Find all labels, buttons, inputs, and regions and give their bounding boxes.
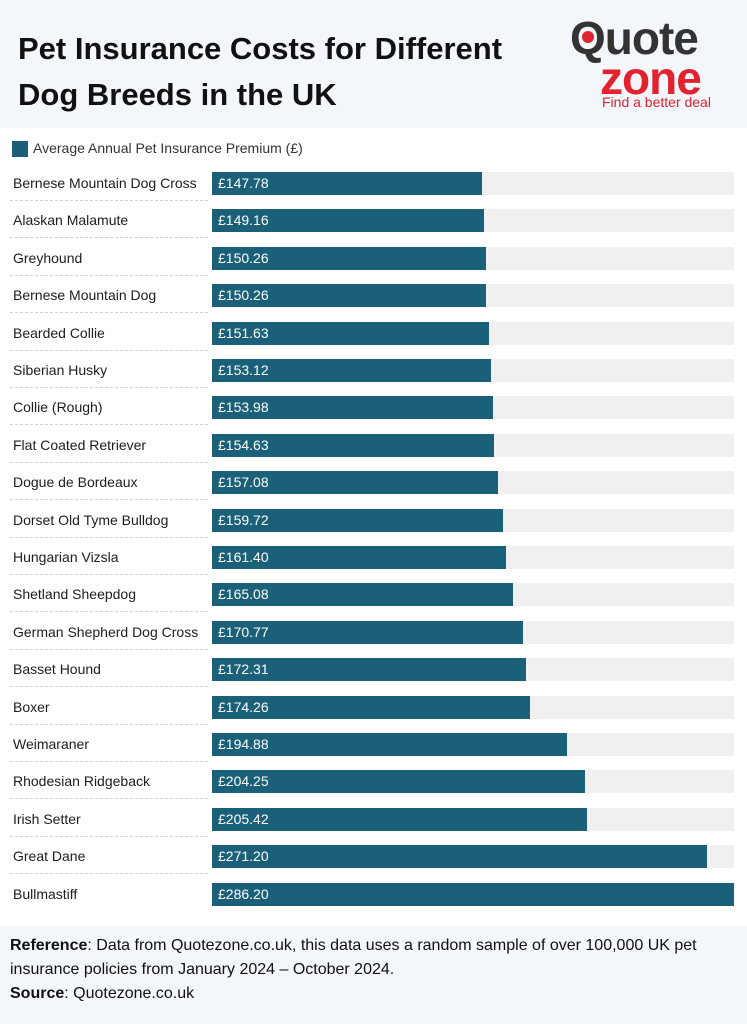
bar [212, 172, 482, 195]
bar-value-label: £205.42 [218, 811, 269, 827]
logo-tagline: Find a better deal [602, 94, 711, 110]
row-separator [10, 312, 208, 314]
source-label: Source [10, 985, 65, 1002]
bar-value-label: £154.63 [218, 437, 269, 453]
bar [212, 322, 489, 345]
row-separator [10, 275, 208, 277]
quotezone-logo[interactable]: Quote zone Find a better deal [570, 12, 730, 116]
category-label: Bernese Mountain Dog [13, 287, 157, 303]
legend-swatch [12, 141, 28, 157]
legend-label: Average Annual Pet Insurance Premium (£) [33, 140, 303, 156]
bar-value-label: £150.26 [218, 287, 269, 303]
row-separator [10, 499, 208, 501]
bar-value-label: £286.20 [218, 886, 269, 902]
bar [212, 808, 587, 831]
row-separator [10, 686, 208, 688]
bar [212, 733, 567, 756]
category-label: Basset Hound [13, 661, 101, 677]
bar [212, 434, 494, 457]
bar-value-label: £174.26 [218, 699, 269, 715]
bar [212, 396, 493, 419]
reference-note: Reference: Data from Quotezone.co.uk, th… [10, 934, 740, 982]
category-label: Rhodesian Ridgeback [13, 773, 150, 789]
bar-value-label: £153.98 [218, 399, 269, 415]
row-separator [10, 200, 208, 202]
row-separator [10, 873, 208, 875]
bar-value-label: £170.77 [218, 624, 269, 640]
bar [212, 546, 506, 569]
header: Pet Insurance Costs for Different Dog Br… [0, 0, 747, 128]
row-separator [10, 574, 208, 576]
category-label: German Shepherd Dog Cross [13, 624, 199, 640]
category-label: Bullmastiff [13, 886, 78, 902]
bar-value-label: £172.31 [218, 661, 269, 677]
bar-value-label: £159.72 [218, 512, 269, 528]
bar-value-label: £271.20 [218, 848, 269, 864]
row-separator [10, 424, 208, 426]
row-separator [10, 387, 208, 389]
bar [212, 583, 513, 606]
bar [212, 621, 523, 644]
bar-value-label: £165.08 [218, 586, 269, 602]
row-separator [10, 350, 208, 352]
row-separator [10, 761, 208, 763]
bar-chart: Bernese Mountain Dog Cross £147.78 Alaskan… [0, 166, 747, 912]
category-label: Irish Setter [13, 811, 81, 827]
bar [212, 284, 486, 307]
row-separator [10, 798, 208, 800]
source-note: Source: Quotezone.co.uk [10, 982, 740, 1006]
bar [212, 471, 498, 494]
row-separator [10, 836, 208, 838]
category-label: Great Dane [13, 848, 86, 864]
category-label: Siberian Husky [13, 362, 108, 378]
category-label: Alaskan Malamute [13, 212, 129, 228]
logo-word-zone: zone [600, 52, 702, 104]
category-label: Bernese Mountain Dog Cross [13, 175, 197, 191]
bar [212, 658, 526, 681]
bar [212, 770, 585, 793]
bar-value-label: £147.78 [218, 175, 269, 191]
category-label: Dorset Old Tyme Bulldog [13, 512, 169, 528]
row-separator [10, 537, 208, 539]
category-label: Collie (Rough) [13, 399, 103, 415]
row-separator [10, 462, 208, 464]
row-separator [10, 611, 208, 613]
bar [212, 359, 491, 382]
footer: Reference: Data from Quotezone.co.uk, th… [10, 934, 740, 1006]
bar [212, 845, 707, 868]
category-label: Dogue de Bordeaux [13, 474, 138, 490]
category-label: Greyhound [13, 250, 83, 266]
bar-value-label: £157.08 [218, 474, 269, 490]
reference-label: Reference [10, 937, 88, 954]
row-separator [10, 237, 208, 239]
category-label: Hungarian Vizsla [13, 549, 119, 565]
bar [212, 696, 530, 719]
reference-text: : Data from Quotezone.co.uk, this data u… [10, 937, 697, 978]
logo-dot-icon [582, 31, 594, 43]
bar-value-label: £194.88 [218, 736, 269, 752]
category-label: Bearded Collie [13, 325, 105, 341]
row-separator [10, 649, 208, 651]
bar [212, 509, 503, 532]
bar-value-label: £151.63 [218, 325, 269, 341]
bar-value-label: £150.26 [218, 250, 269, 266]
row-separator [10, 724, 208, 726]
bar-value-label: £204.25 [218, 773, 269, 789]
bar-value-label: £153.12 [218, 362, 269, 378]
category-label: Flat Coated Retriever [13, 437, 147, 453]
bar [212, 883, 734, 906]
bar-value-label: £149.16 [218, 212, 269, 228]
category-label: Shetland Sheepdog [13, 586, 136, 602]
bar [212, 247, 486, 270]
category-label: Boxer [13, 699, 50, 715]
bar-value-label: £161.40 [218, 549, 269, 565]
category-label: Weimaraner [13, 736, 89, 752]
page-title: Pet Insurance Costs for Different Dog Br… [18, 31, 503, 112]
bar [212, 209, 484, 232]
source-text: : Quotezone.co.uk [64, 985, 195, 1002]
